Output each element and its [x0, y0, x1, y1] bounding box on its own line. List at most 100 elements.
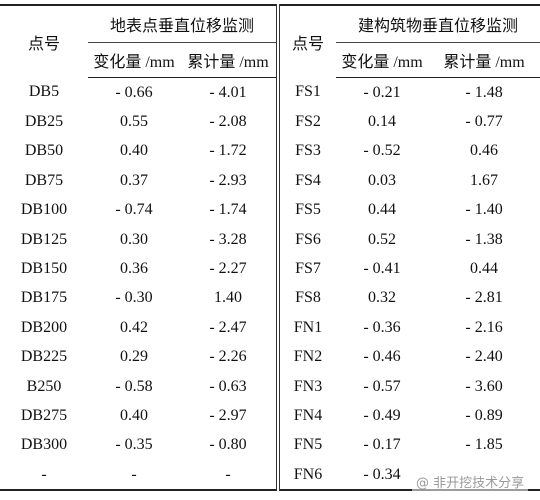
- table-cell: - 0.41: [363, 260, 401, 278]
- table-cell: - 1.72: [209, 142, 247, 160]
- table-cell: DB200: [20, 318, 68, 336]
- table-cell: - 0.52: [363, 142, 401, 160]
- table-cell: - 3.28: [209, 230, 247, 248]
- table-cell: FS7: [276, 254, 337, 284]
- subheader: 变化量 /mm: [88, 42, 180, 78]
- table-cell: - 2.40: [465, 348, 503, 366]
- table-cell: FN4: [276, 401, 337, 431]
- table-cell: 1.40: [214, 289, 242, 307]
- table-cell: - 1.48: [465, 83, 503, 101]
- table-cell: DB175: [20, 289, 68, 307]
- table-cell: 0.32: [368, 289, 397, 307]
- table-cell: 0.29: [120, 348, 148, 366]
- table-row: DB5 - 0.66 - 4.01 FS1 - 0.21 - 1.48: [0, 77, 540, 108]
- table-cell: - 2.81: [465, 289, 503, 307]
- header-cell: 点号: [276, 4, 337, 78]
- watermark: @ 非开挖技术分享: [412, 470, 529, 493]
- table-cell: FN2: [276, 342, 337, 372]
- table-cell: B250: [26, 377, 62, 395]
- table-cell: FS3: [276, 136, 337, 167]
- table-cell: 0.46: [470, 142, 499, 160]
- table-cell: - 0.58: [115, 377, 153, 395]
- table-row: DB150 0.36 - 2.27 FS7 - 0.41 0.44: [0, 254, 540, 284]
- table-row: B250 - 0.58 - 0.63 FN3 - 0.57 - 3.60: [0, 371, 540, 402]
- table-cell: DB100: [20, 201, 68, 219]
- table-cell: DB300: [20, 436, 68, 454]
- table-row: DB275 0.40 - 2.97 FN4 - 0.49 - 0.89: [0, 401, 540, 431]
- table-cell: FS6: [276, 224, 337, 255]
- data-table: 点号 地表点垂直位移监测 点号 建构筑物垂直位移监测 变化量 /mm 累计量 /…: [0, 4, 540, 492]
- table-row: DB300 - 0.35 - 0.80 FN5 - 0.17 - 1.85: [0, 430, 540, 461]
- table-cell: FS4: [276, 166, 337, 196]
- table-row: DB125 0.30 - 3.28 FS6 0.52 - 1.38: [0, 224, 540, 255]
- table-cell: - 1.38: [465, 230, 503, 248]
- table-cell: - 1.40: [465, 201, 503, 219]
- table-cell: - 0.80: [209, 436, 247, 454]
- table-cell: - 2.16: [465, 318, 503, 336]
- table-cell: FS5: [276, 195, 337, 225]
- table-cell: 0.55: [120, 113, 148, 131]
- table-cell: - 3.60: [465, 377, 503, 395]
- table-row: DB25 0.55 - 2.08 FS2 0.14 - 0.77: [0, 107, 540, 137]
- table-cell: 0.37: [120, 171, 148, 189]
- table-cell: FS2: [276, 107, 337, 137]
- table-cell: FN5: [276, 430, 337, 461]
- table-row: DB200 0.42 - 2.47 FN1 - 0.36 - 2.16: [0, 313, 540, 343]
- table-cell: - 0.89: [465, 406, 503, 424]
- table-body: DB5 - 0.66 - 4.01 FS1 - 0.21 - 1.48 DB25 0.55 - …: [0, 77, 540, 492]
- table-cell: DB50: [24, 142, 64, 160]
- subheader: 累计量 /mm: [428, 42, 540, 78]
- table-cell: 0.44: [368, 201, 397, 219]
- table-cell: DB25: [24, 113, 64, 131]
- table-cell: -: [0, 460, 88, 492]
- header-group: 地表点垂直位移监测: [88, 4, 279, 43]
- table-cell: - 0.35: [115, 436, 153, 454]
- table-cell: DB75: [24, 171, 64, 189]
- table-cell: 0.03: [368, 171, 397, 189]
- table-cell: 1.67: [470, 171, 499, 189]
- table-cell: - 0.63: [209, 377, 247, 395]
- table-cell: DB225: [20, 348, 68, 366]
- table-cell: - 0.21: [363, 83, 401, 101]
- table-cell: 0.36: [120, 260, 148, 278]
- table-row: DB100 - 0.74 - 1.74 FS5 0.44 - 1.40: [0, 195, 540, 225]
- table-cell: - 0.74: [115, 201, 153, 219]
- table-cell: - 0.36: [363, 318, 401, 336]
- table-cell: - 0.46: [363, 348, 401, 366]
- table-cell: 0.44: [470, 260, 499, 278]
- table-cell: - 0.66: [115, 83, 153, 101]
- table-cell: -: [88, 460, 180, 492]
- subheader: 累计量 /mm: [180, 42, 279, 78]
- table-cell: 0.52: [368, 230, 397, 248]
- table-cell: DB275: [20, 406, 68, 424]
- table-cell: DB5: [28, 83, 60, 101]
- table-cell: - 2.47: [209, 318, 247, 336]
- table-cell: 0.40: [120, 142, 148, 160]
- table-cell: - 0.17: [363, 436, 401, 454]
- table-cell: - 2.93: [209, 171, 247, 189]
- table-cell: 0.40: [120, 406, 148, 424]
- table-cell: FN1: [276, 313, 337, 343]
- table-cell: - 2.27: [209, 260, 247, 278]
- table-cell: - 4.01: [209, 83, 247, 101]
- table-cell: - 1.74: [209, 201, 247, 219]
- table-cell: - 0.77: [465, 113, 503, 131]
- table-cell: - 1.85: [465, 436, 503, 454]
- header-group: 建构筑物垂直位移监测: [336, 4, 540, 43]
- table-cell: 0.14: [368, 113, 397, 131]
- table-cell: DB125: [20, 230, 68, 248]
- table-cell: - 2.26: [209, 348, 247, 366]
- table-cell: FS1: [276, 77, 337, 108]
- table-cell: 0.30: [120, 230, 148, 248]
- table-cell: - 0.30: [115, 289, 153, 307]
- table-cell: FN3: [276, 371, 337, 402]
- table-row: DB225 0.29 - 2.26 FN2 - 0.46 - 2.40: [0, 342, 540, 372]
- table-cell: - 0.57: [363, 377, 401, 395]
- table-cell: FS8: [276, 283, 337, 314]
- table-row: DB175 - 0.30 1.40 FS8 0.32 - 2.81: [0, 283, 540, 314]
- table-cell: FN6: [276, 460, 337, 492]
- table-cell: 0.42: [120, 318, 148, 336]
- table-cell: DB150: [20, 260, 68, 278]
- table-cell: - 2.08: [209, 113, 247, 131]
- subheader: 变化量 /mm: [336, 42, 429, 78]
